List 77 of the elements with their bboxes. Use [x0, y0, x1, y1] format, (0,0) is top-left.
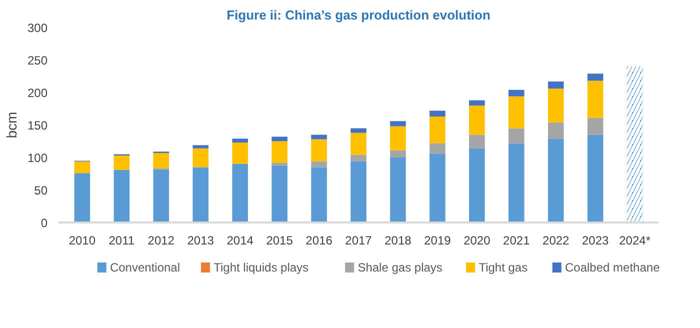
- x-tick-label: 2017: [345, 234, 372, 248]
- bar: [548, 81, 564, 89]
- legend-label: Tight gas: [478, 260, 528, 274]
- x-tick-label: 2016: [306, 234, 333, 248]
- bar: [350, 161, 366, 222]
- x-tick-label: 2012: [148, 234, 175, 248]
- bar: [74, 161, 90, 174]
- x-tick-label: 2019: [424, 234, 452, 248]
- bar: [548, 122, 564, 139]
- bar: [232, 142, 248, 164]
- bar: [508, 143, 524, 222]
- y-tick-label: 150: [27, 118, 48, 132]
- chart-title: Figure ii: China’s gas production evolution: [226, 8, 490, 22]
- bar: [192, 145, 208, 148]
- bar: [192, 167, 208, 222]
- bar: [311, 167, 327, 222]
- bar: [469, 134, 485, 148]
- x-tick-label: 2022: [542, 234, 570, 248]
- x-tick-label: 2011: [108, 234, 135, 248]
- x-tick-label: 2013: [187, 234, 214, 248]
- bar: [430, 110, 446, 117]
- bar: [272, 166, 288, 222]
- y-tick-label: 300: [27, 21, 48, 35]
- bar: [232, 138, 248, 143]
- bar: [272, 162, 288, 166]
- x-tick-label: 2014: [226, 234, 254, 248]
- y-tick-label: 0: [40, 216, 48, 230]
- bar: [430, 143, 446, 154]
- bar: [311, 134, 327, 140]
- bar: [74, 173, 90, 222]
- y-tick-label: 100: [27, 151, 48, 165]
- bar: [587, 74, 604, 81]
- bar: [114, 156, 130, 170]
- bar: [272, 136, 288, 142]
- bar: [469, 100, 485, 106]
- bar: [390, 121, 406, 126]
- legend-label: Tight liquids plays: [214, 260, 309, 274]
- y-tick-label: 50: [34, 184, 48, 198]
- x-tick-label: 2010: [68, 234, 96, 248]
- bar: [350, 154, 366, 162]
- bar: [390, 158, 406, 222]
- bar: [311, 161, 327, 168]
- bar: [587, 134, 604, 222]
- bar: [508, 90, 524, 96]
- bar: [508, 128, 524, 144]
- bar: [469, 106, 485, 135]
- bar: [350, 128, 366, 133]
- bar: [272, 141, 288, 163]
- y-tick-label: 250: [27, 54, 48, 68]
- bar: [350, 132, 366, 155]
- x-tick-label: 2024*: [619, 234, 651, 248]
- bar: [153, 169, 170, 222]
- bar: [508, 96, 524, 128]
- bar: [587, 118, 604, 135]
- bar: [587, 80, 604, 118]
- bar: [390, 150, 406, 158]
- y-axis-title: bcm: [3, 112, 20, 138]
- legend-label: Shale gas plays: [358, 260, 442, 274]
- bar: [390, 126, 406, 150]
- bar: [548, 138, 564, 222]
- bar: [548, 88, 564, 122]
- y-tick-label: 200: [27, 86, 48, 100]
- x-tick-label: 2023: [582, 234, 610, 248]
- bar: [232, 164, 248, 222]
- bar: [430, 154, 446, 222]
- bar: [192, 148, 208, 168]
- x-tick-label: 2021: [503, 234, 530, 248]
- bar: [311, 139, 327, 162]
- x-tick-label: 2020: [464, 234, 491, 248]
- x-tick-label: 2015: [266, 234, 294, 248]
- bar: [114, 170, 130, 222]
- bar: [469, 148, 485, 222]
- legend-label: Conventional: [110, 260, 180, 274]
- x-tick-label: 2018: [384, 234, 412, 248]
- legend-label: Coalbed methane: [565, 260, 660, 274]
- bar: [430, 116, 446, 144]
- bar: [153, 152, 170, 169]
